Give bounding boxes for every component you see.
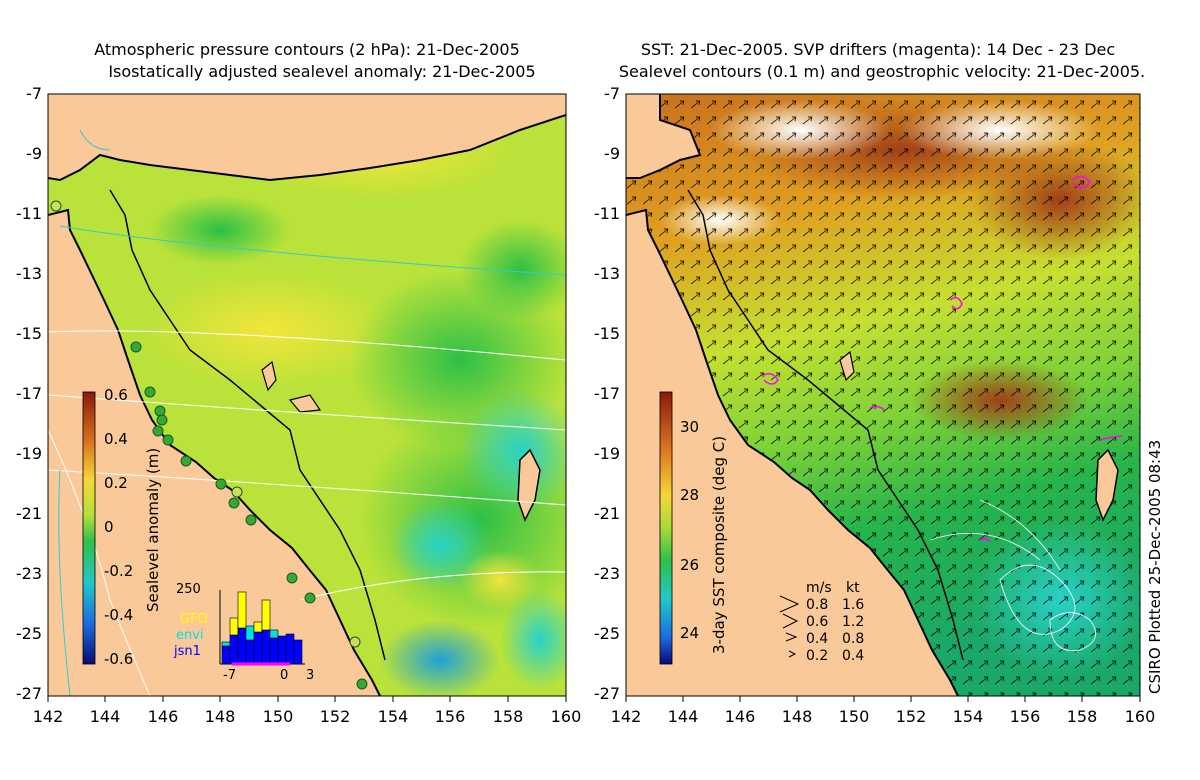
right-x-tick: 158 [1066, 707, 1098, 726]
right-x-tick: 156 [1009, 707, 1041, 726]
right-y-tick: -23 [593, 564, 620, 583]
left-y-tick: -19 [15, 444, 42, 463]
legend-gfo: GFO [180, 612, 208, 627]
right-y-tick: -13 [593, 264, 620, 283]
left-x-tick: 144 [89, 707, 121, 726]
velocity-legend-ms: 0.8 [806, 597, 829, 613]
left-x-tick: 156 [434, 707, 466, 726]
right-x-tick: 160 [1124, 707, 1156, 726]
velocity-legend-kt: 0.4 [842, 648, 865, 664]
left-x-tick: 160 [550, 707, 582, 726]
left-y-tick: -13 [15, 264, 42, 283]
right-y-tick: -11 [593, 204, 620, 223]
velocity-legend-ms: 0.2 [806, 648, 829, 664]
left-x-tick: 142 [32, 707, 64, 726]
left-y-tick: -17 [15, 384, 42, 403]
left-cb-tick: 0.2 [104, 474, 128, 492]
left-x-tick: 146 [147, 707, 179, 726]
right-y-tick: -25 [593, 624, 620, 643]
svp-drifters [761, 175, 1123, 543]
right-frame [625, 93, 1141, 697]
right-y-tick: -15 [593, 324, 620, 343]
left-y-tick: -7 [26, 84, 42, 103]
right-cb-tick: 26 [680, 556, 700, 574]
right-title-line2: Sealevel contours (0.1 m) and geostrophi… [618, 62, 1146, 81]
left-land-png [48, 94, 566, 180]
left-frame [47, 93, 567, 697]
left-cb-tick: -0.6 [104, 650, 134, 668]
right-x-tick: 144 [667, 707, 699, 726]
left-land-mainland [48, 94, 380, 696]
left-colorbar-label: Sealevel anomaly (m) [144, 447, 162, 612]
histogram-inset [219, 590, 305, 666]
histogram-ymax: 250 [176, 582, 201, 597]
velocity-legend-ms: 0.4 [806, 631, 829, 647]
right-x-tick: 150 [838, 707, 870, 726]
left-cb-tick: -0.2 [104, 562, 134, 580]
left-x-tick: 152 [319, 707, 351, 726]
left-title-line2: Isostatically adjusted sealevel anomaly:… [108, 62, 536, 81]
histogram-x-tick: 0 [280, 668, 289, 683]
velocity-legend-kt: 0.8 [842, 631, 865, 647]
left-x-tick: 150 [262, 707, 294, 726]
left-map [48, 94, 566, 696]
right-title-line1: SST: 21-Dec-2005. SVP drifters (magenta)… [640, 40, 1116, 59]
right-x-tick: 154 [952, 707, 984, 726]
histogram-x-tick: -7 [223, 668, 236, 683]
velocity-legend-header-kt: kt [846, 580, 860, 596]
velocity-legend-kt: 1.2 [842, 614, 865, 630]
right-map [626, 94, 1140, 696]
right-land-mainland [626, 94, 958, 696]
left-y-tick: -9 [26, 144, 42, 163]
right-y-tick: -7 [604, 84, 620, 103]
velocity-legend-header-ms: m/s [806, 580, 832, 596]
left-y-tick: -25 [15, 624, 42, 643]
right-y-tick: -27 [593, 684, 620, 703]
tide-gauges [50, 200, 368, 690]
velocity-legend-arrows [779, 595, 800, 658]
left-title-line1: Atmospheric pressure contours (2 hPa): 2… [94, 40, 520, 59]
csiro-stamp: CSIRO Plotted 25-Dec-2005 08:43 [1146, 439, 1164, 694]
left-colorbar [82, 391, 96, 665]
left-cb-tick: 0.6 [104, 386, 128, 404]
left-cb-tick: 0.4 [104, 430, 128, 448]
legend-jsn1: jsn1 [174, 644, 201, 659]
left-y-tick: -21 [15, 504, 42, 523]
left-cb-tick: 0 [104, 518, 114, 536]
legend-envi: envi [176, 628, 204, 643]
right-y-tick: -17 [593, 384, 620, 403]
left-y-tick: -23 [15, 564, 42, 583]
left-cb-tick: -0.4 [104, 606, 134, 624]
velocity-legend-kt: 1.6 [842, 597, 865, 613]
right-cb-tick: 28 [680, 486, 700, 504]
right-colorbar [659, 391, 673, 665]
right-x-tick: 152 [895, 707, 927, 726]
right-x-tick: 146 [724, 707, 756, 726]
right-x-tick: 148 [781, 707, 813, 726]
left-x-tick: 154 [377, 707, 409, 726]
right-colorbar-label: 3-day SST composite (deg C) [710, 435, 728, 654]
right-y-tick: -21 [593, 504, 620, 523]
right-cb-tick: 24 [680, 624, 700, 642]
right-cb-tick: 30 [680, 418, 700, 436]
right-y-tick: -9 [604, 144, 620, 163]
left-x-tick: 158 [492, 707, 524, 726]
histogram-x-tick: 3 [306, 668, 315, 683]
axis-ticks [47, 696, 1141, 702]
left-y-tick: -15 [15, 324, 42, 343]
velocity-legend-ms: 0.6 [806, 614, 829, 630]
left-y-tick: -27 [15, 684, 42, 703]
left-y-tick: -11 [15, 204, 42, 223]
right-x-tick: 142 [610, 707, 642, 726]
right-y-tick: -19 [593, 444, 620, 463]
left-x-tick: 148 [204, 707, 236, 726]
